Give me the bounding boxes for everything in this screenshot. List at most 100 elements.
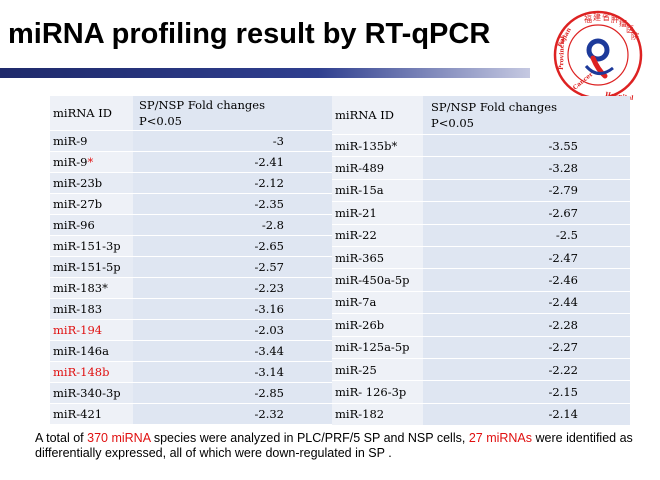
asterisk-marker: * <box>87 155 94 169</box>
table-row: miR-450a-5p -2.46 <box>332 268 630 292</box>
svg-text:肿: 肿 <box>611 14 619 24</box>
mirna-id-cell: miR-421 <box>50 403 133 425</box>
table-row: miR-151-3p -2.65 <box>50 235 336 257</box>
fold-change-table-left: miRNA ID SP/NSP Fold changes P<0.05 miR-… <box>50 96 336 425</box>
fold-change-cell: -2.28 <box>423 313 630 337</box>
table-row: miR-135b* -3.55 <box>332 134 630 158</box>
mirna-id-cell: miR-365 <box>332 246 423 270</box>
table-row: miR-146a -3.44 <box>50 340 336 362</box>
table-row: miR-182 -2.14 <box>332 403 630 427</box>
fold-change-cell: -3.55 <box>423 134 630 158</box>
fold-change-cell: -2.47 <box>423 246 630 270</box>
fold-change-cell: -2.85 <box>133 382 336 404</box>
fold-change-cell: -3.14 <box>133 361 336 383</box>
svg-text:福: 福 <box>584 15 592 24</box>
table-row: miR-96 -2.8 <box>50 214 336 236</box>
mirna-id-cell: miR-151-3p <box>50 235 133 257</box>
svg-text:省: 省 <box>602 12 610 22</box>
fold-change-cell: -2.03 <box>133 319 336 341</box>
fold-change-cell: -2.65 <box>133 235 336 257</box>
table-row: miR-25 -2.22 <box>332 358 630 382</box>
fold-change-cell: -3.44 <box>133 340 336 362</box>
table-row: miR-340-3p -2.85 <box>50 382 336 404</box>
svg-text:院: 院 <box>631 31 639 41</box>
header-mirna-id: miRNA ID <box>332 96 423 135</box>
mirna-id-cell: miR-22 <box>332 224 423 247</box>
summary-caption: A total of 370 miRNA species were analyz… <box>35 431 633 460</box>
svg-text:医: 医 <box>626 25 634 34</box>
fold-change-cell: -2.27 <box>423 336 630 359</box>
fold-change-cell: -2.8 <box>133 214 336 236</box>
title-underline-bar <box>0 68 530 78</box>
fold-change-cell: -3 <box>133 130 336 152</box>
fold-change-cell: -2.35 <box>133 193 336 215</box>
table-row: miR-22 -2.5 <box>332 224 630 247</box>
fold-change-cell: -2.15 <box>423 380 630 404</box>
fold-change-cell: -2.32 <box>133 403 336 425</box>
slide-title: miRNA profiling result by RT-qPCR <box>8 18 491 50</box>
svg-text:Hospital: Hospital <box>605 91 635 100</box>
fold-change-cell: -2.22 <box>423 358 630 382</box>
svg-text:Provincial: Provincial <box>558 35 566 70</box>
table-row: miR-26b -2.28 <box>332 313 630 337</box>
header-mirna-id: miRNA ID <box>50 96 133 131</box>
table-row: miR-7a -2.44 <box>332 291 630 315</box>
table-row: miR- 126-3p -2.15 <box>332 380 630 404</box>
table-row: miR-183* -2.23 <box>50 277 336 299</box>
fold-change-cell: -2.46 <box>423 268 630 292</box>
mirna-id-cell: miR-26b <box>332 313 423 337</box>
mirna-id-cell: miR-135b* <box>332 134 423 158</box>
table-row: miR-148b -3.14 <box>50 361 336 383</box>
table-row: miR-194 -2.03 <box>50 319 336 341</box>
table-row: miR-151-5p -2.57 <box>50 256 336 278</box>
svg-text:建: 建 <box>593 12 601 22</box>
mirna-id-cell: miR-194 <box>50 319 133 341</box>
mirna-id-cell: miR-21 <box>332 201 423 225</box>
mirna-id-cell: miR-23b <box>50 172 133 194</box>
table-row: miR-23b -2.12 <box>50 172 336 194</box>
table-row: miR-27b -2.35 <box>50 193 336 215</box>
table-row: miR-489 -3.28 <box>332 156 630 180</box>
mirna-id-cell: miR-9* <box>50 151 133 173</box>
mirna-id-cell: miR-7a <box>332 291 423 315</box>
fold-change-cell: -2.12 <box>133 172 336 194</box>
fold-change-table-right: miRNA ID SP/NSP Fold changes P<0.05 miR-… <box>332 96 630 427</box>
mirna-id-cell: miR-183 <box>50 298 133 320</box>
fold-change-cell: -2.41 <box>133 151 336 173</box>
mirna-id-cell: miR- 126-3p <box>332 380 423 404</box>
mirna-id-cell: miR-151-5p <box>50 256 133 278</box>
mirna-id-cell: miR-125a-5p <box>332 336 423 359</box>
fold-change-cell: -2.67 <box>423 201 630 225</box>
fold-change-cell: -2.57 <box>133 256 336 278</box>
fold-change-cell: -3.28 <box>423 156 630 180</box>
fold-change-cell: -2.23 <box>133 277 336 299</box>
table-row: miR-421 -2.32 <box>50 403 336 425</box>
table-row: miR-183 -3.16 <box>50 298 336 320</box>
table-row: miR-9 -3 <box>50 130 336 152</box>
mirna-id-cell: miR-183* <box>50 277 133 299</box>
table-row: miR-125a-5p -2.27 <box>332 336 630 359</box>
mirna-id-cell: miR-25 <box>332 358 423 382</box>
fold-change-cell: -2.44 <box>423 291 630 315</box>
mirna-id-cell: miR-489 <box>332 156 423 180</box>
header-fold-change: SP/NSP Fold changes P<0.05 <box>423 96 630 135</box>
mirna-id-cell: miR-148b <box>50 361 133 383</box>
mirna-id-cell: miR-96 <box>50 214 133 236</box>
mirna-id-cell: miR-340-3p <box>50 382 133 404</box>
mirna-id-cell: miR-9 <box>50 130 133 152</box>
mirna-id-cell: miR-15a <box>332 179 423 203</box>
mirna-id-cell: miR-27b <box>50 193 133 215</box>
table-row: miR-21 -2.67 <box>332 201 630 225</box>
mirna-id-cell: miR-450a-5p <box>332 268 423 292</box>
table-row: miR-365 -2.47 <box>332 246 630 270</box>
table-row: miR-15a -2.79 <box>332 179 630 203</box>
fold-change-cell: -2.79 <box>423 179 630 203</box>
table-row: miR-9* -2.41 <box>50 151 336 173</box>
fold-change-cell: -2.14 <box>423 403 630 427</box>
mirna-id-cell: miR-146a <box>50 340 133 362</box>
svg-text:瘤: 瘤 <box>619 18 627 28</box>
fold-change-cell: -2.5 <box>423 224 630 247</box>
mirna-id-cell: miR-182 <box>332 403 423 427</box>
fold-change-cell: -3.16 <box>133 298 336 320</box>
